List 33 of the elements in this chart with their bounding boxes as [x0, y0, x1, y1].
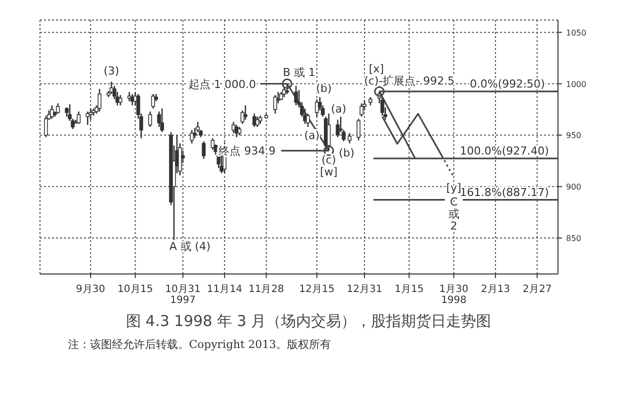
x-tick-label: 9月30 — [76, 284, 106, 295]
y-tick-label: 1050 — [566, 28, 586, 38]
x-tick-label: 12月31 — [346, 284, 382, 295]
annotation: C 或 2 — [448, 194, 460, 232]
annotation: [x] — [368, 62, 384, 75]
x-tick-label: 2月13 — [480, 284, 510, 295]
annotation: (a) — [331, 102, 346, 116]
y-tick-label: 850 — [566, 234, 582, 244]
annotation: (3) — [104, 64, 120, 78]
x-tick-label: 10月15 — [118, 284, 153, 295]
annotation: [y] — [446, 180, 462, 194]
annotation: (b) — [338, 146, 354, 159]
annotation: (b) — [316, 82, 332, 95]
annotation: [w] — [320, 165, 338, 178]
x-tick-label: 1月30 1998 — [439, 284, 468, 306]
y-tick-label: 950 — [566, 131, 582, 140]
x-tick-label: 12月15 — [299, 284, 335, 295]
x-tick-label: 11月28 — [248, 284, 284, 295]
annotation: 0.0%(992.50) — [470, 76, 545, 90]
annotation: B 或 1 — [282, 65, 316, 78]
text: 注：该图经允许后转载。Copyright 2013。版权所有 — [68, 337, 332, 352]
x-tick-label: 2月27 — [522, 284, 552, 295]
text: 图 4.3 1998 年 3 月（场内交易），股指期货日走势图 — [124, 312, 492, 331]
x-tick-label: 1月15 — [394, 284, 424, 295]
y-tick-label: 900 — [566, 182, 582, 192]
annotation: 161.8%(887.17) — [460, 185, 549, 198]
annotation: 100.0%(927.40) — [460, 144, 549, 157]
annotation: A 或 (4) — [169, 240, 211, 253]
x-tick-label: 11月14 — [206, 284, 242, 295]
x-tick-label: 10月31 1997 — [165, 284, 201, 306]
y-tick-label: 1000 — [566, 80, 586, 89]
annotation: (c)-扩展点- 992.5 — [364, 74, 455, 87]
annotation: (c) — [321, 153, 336, 166]
